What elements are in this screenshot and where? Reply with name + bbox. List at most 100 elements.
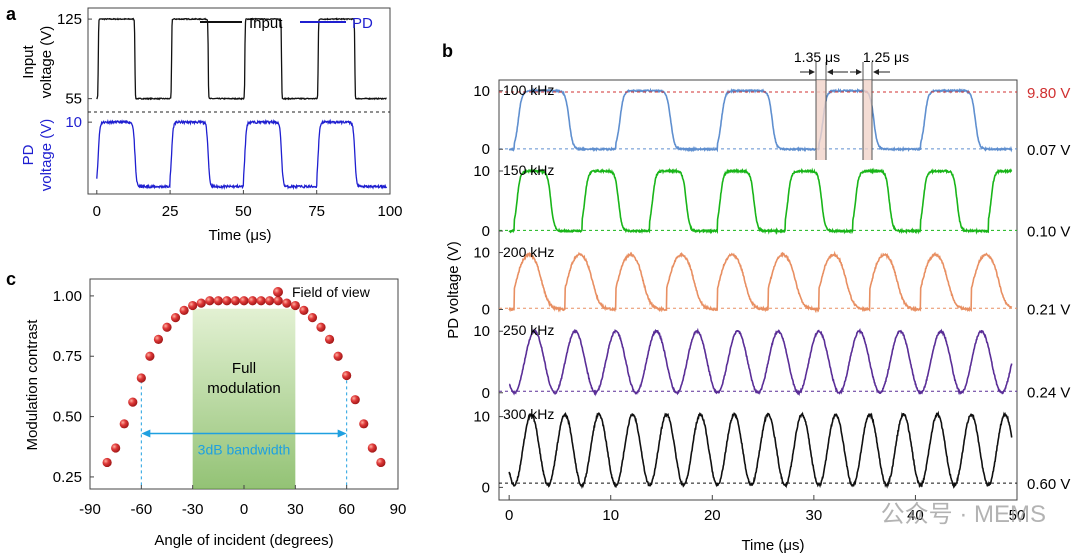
chart-c-x-tick-label: 90	[390, 501, 407, 518]
chart-b-y-tick-label: 0	[482, 223, 490, 240]
series-150khz-line	[508, 167, 1013, 235]
level-label-100khz: 0.07 V	[1027, 142, 1070, 159]
rise-time-label: 1.35 μs	[794, 49, 840, 65]
panel-label-100khz: 100 kHz	[503, 82, 554, 98]
data-point	[324, 334, 335, 344]
chart-a-x-tick-label: 100	[377, 203, 402, 220]
fall-arrow-left-head	[856, 69, 862, 75]
chart-b-y-tick-label: 0	[482, 479, 490, 496]
chart-b-y-tick-label: 0	[482, 141, 490, 158]
legend-label-input: Input	[249, 15, 283, 32]
chart-c-y-tick-label: 0.50	[53, 409, 82, 426]
data-point	[128, 397, 138, 407]
chart-b-x-tick-label: 40	[907, 507, 924, 524]
chart-a-xlabel: Time (μs)	[208, 227, 271, 244]
chart-b-x-tick-label: 0	[505, 507, 513, 524]
data-point	[145, 351, 155, 361]
data-point	[367, 443, 377, 453]
series-200khz-line	[508, 250, 1013, 314]
full-modulation-region	[192, 308, 296, 489]
chart-a-bottom-y-tick-label: 10	[65, 114, 82, 131]
legend-label-fov: Field of view	[292, 284, 371, 300]
data-point	[282, 298, 292, 308]
data-point	[179, 305, 189, 315]
data-point	[188, 300, 198, 311]
chart-a-top-ylabel-line1: Input	[20, 44, 37, 78]
chart-b-timing-annotations: 1.35 μs 1.25 μs	[794, 49, 909, 160]
chart-b-frame	[498, 79, 1018, 501]
panel-label-a: a	[6, 4, 17, 24]
rise-arrow-right-head	[827, 69, 833, 75]
level-label-200khz: 0.21 V	[1027, 301, 1070, 318]
chart-c: -90 -60 -30 0 30 60 90 0.25 0.50 0.75 1.00 Full mo…	[24, 278, 407, 549]
fall-arrow-right-head	[873, 69, 879, 75]
panel-label-300khz: 300 kHz	[503, 406, 554, 422]
panel-label-c: c	[6, 269, 16, 289]
chart-a-frame	[87, 7, 391, 195]
chart-c-x-tick-label: -30	[182, 501, 204, 518]
level-label-250khz: 0.24 V	[1027, 384, 1070, 401]
data-point	[359, 419, 369, 429]
chart-b-y-tick-label: 0	[482, 301, 490, 318]
data-point	[273, 296, 283, 306]
chart-a-bottom-plot	[96, 118, 388, 191]
chart-c-x-tick-label: -90	[79, 501, 101, 518]
data-point	[247, 296, 258, 306]
chart-b-plots: 100 kHz 9.80 V 0.07 V 150 kHz 0.10 V 200 kHz 0…	[499, 82, 1070, 493]
chart-a-top-y-tick-label: 55	[65, 91, 82, 108]
level-label-300khz: 0.60 V	[1027, 476, 1070, 493]
data-point	[119, 419, 129, 429]
full-modulation-label-line2: modulation	[207, 380, 280, 397]
chart-b-y-tick-label: 10	[473, 83, 490, 100]
chart-a-x-tick-label: 50	[235, 203, 252, 220]
data-point	[102, 457, 112, 468]
chart-b-y-tick-label: 10	[473, 409, 490, 426]
rise-arrow-left-head	[809, 69, 815, 75]
chart-c-points	[102, 296, 386, 468]
chart-a-top-ylabel-line2: voltage (V)	[38, 26, 55, 99]
chart-a-legend: Input PD	[200, 15, 373, 32]
data-point	[342, 370, 352, 381]
data-point	[376, 457, 386, 468]
chart-b-y-tick-label: 10	[473, 323, 490, 340]
chart-c-y-tick-label: 1.00	[53, 288, 82, 305]
data-point	[170, 313, 181, 323]
chart-a-bottom-ylabel-line1: PD	[20, 144, 37, 165]
data-point	[222, 296, 232, 306]
chart-a-x-tick-label: 0	[93, 203, 101, 220]
chart-b-y-tick-label: 10	[473, 163, 490, 180]
data-point	[196, 298, 206, 308]
chart-c-ticks: -90 -60 -30 0 30 60 90 0.25 0.50 0.75 1.00	[53, 288, 407, 518]
data-point	[307, 313, 318, 323]
data-point	[136, 373, 146, 383]
chart-a-bottom-ylabel-line2: voltage (V)	[38, 119, 55, 192]
chart-a-top-y-tick-label: 125	[57, 11, 82, 28]
chart-a-x-tick-label: 75	[308, 203, 325, 220]
chart-c-x-tick-label: 0	[240, 501, 248, 518]
chart-a-x-tick-label: 25	[162, 203, 179, 220]
panel-label-250khz: 250 kHz	[503, 322, 554, 338]
bandwidth-indicator	[140, 380, 348, 489]
data-point	[290, 300, 300, 311]
bandwidth-label: 3dB bandwidth	[198, 441, 291, 457]
chart-b-y-tick-label: 10	[473, 245, 490, 262]
data-point	[205, 296, 215, 306]
chart-c-y-tick-label: 0.25	[53, 469, 82, 486]
data-point	[153, 334, 164, 344]
chart-c-x-tick-label: -60	[130, 501, 152, 518]
legend-marker-fov	[273, 287, 283, 297]
series-300khz-line	[508, 410, 1013, 490]
chart-b-x-tick-label: 10	[602, 507, 619, 524]
chart-b-y-tick-label: 0	[482, 385, 490, 402]
rise-time-band	[816, 80, 826, 160]
panel-label-200khz: 200 kHz	[503, 244, 554, 260]
level-label-100khz: 9.80 V	[1027, 85, 1070, 102]
legend-label-pd: PD	[352, 15, 373, 32]
chart-c-y-tick-label: 0.75	[53, 348, 82, 365]
chart-b-x-tick-label: 50	[1009, 507, 1026, 524]
chart-b-ticks: 0 10 0 10 0 10 0 10 0 10 0 10 20 30 40 50	[473, 83, 1025, 524]
data-point	[111, 443, 121, 453]
chart-a: 0 25 50 75 100 55 125 10 Input PD Input voltage…	[20, 7, 403, 244]
